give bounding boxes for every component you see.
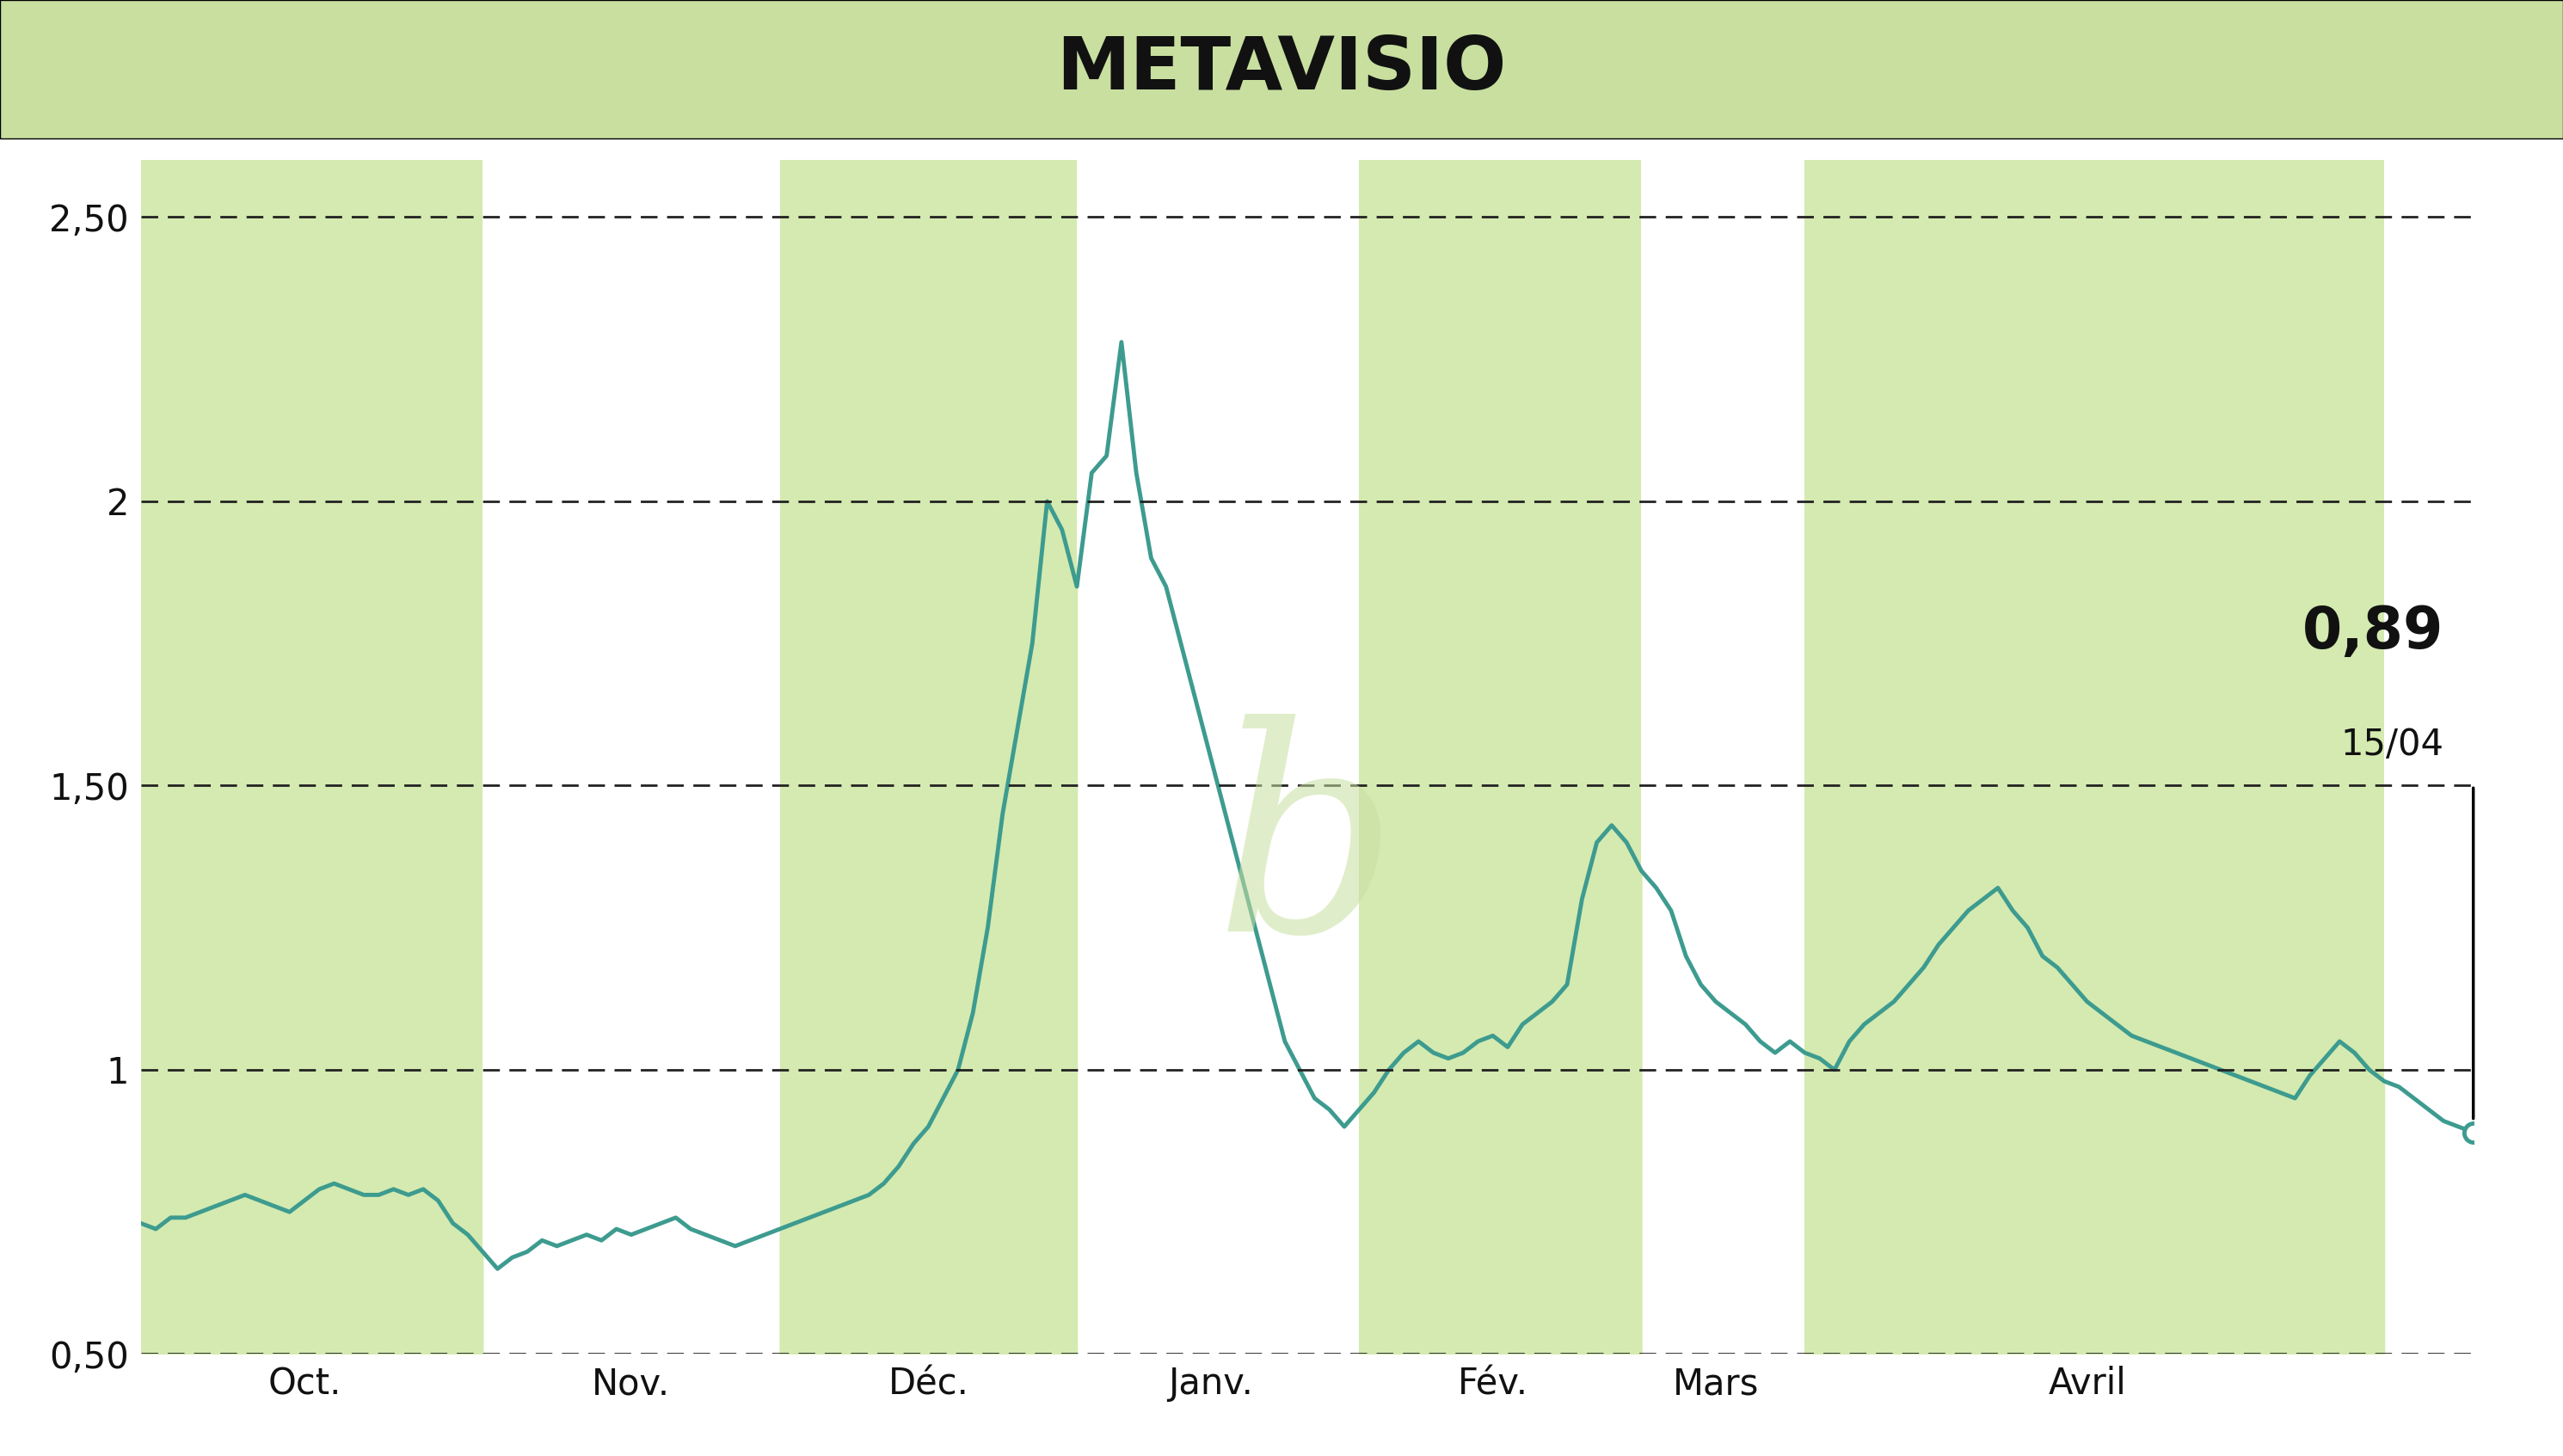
Bar [1804, 160, 2384, 1354]
Text: b: b [1215, 713, 1399, 992]
Text: 0,89: 0,89 [2302, 604, 2443, 661]
Text: 15/04: 15/04 [2340, 727, 2443, 763]
Text: METAVISIO: METAVISIO [1056, 33, 1507, 105]
Bar [779, 160, 1076, 1354]
Bar [141, 160, 482, 1354]
Bar [1358, 160, 1640, 1354]
